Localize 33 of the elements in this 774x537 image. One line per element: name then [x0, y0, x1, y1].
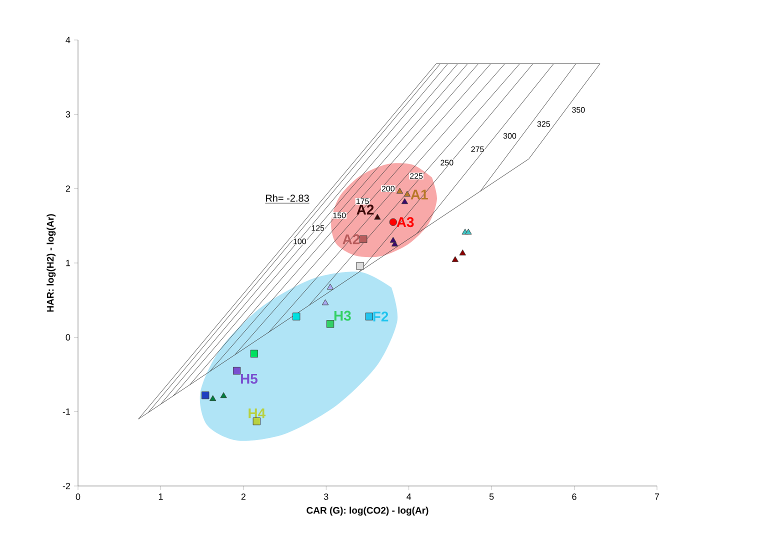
annotation: 100 [294, 238, 306, 244]
y-tick-label: -2 [62, 482, 70, 490]
x-tick-label: 5 [489, 494, 494, 500]
annotation: 300 [503, 133, 516, 139]
x-tick-label: 2 [241, 494, 246, 500]
annotation: 225 [410, 173, 423, 179]
annotation: 325 [537, 121, 550, 127]
series-label: H3 [334, 310, 351, 321]
annotation: 175 [356, 198, 369, 204]
series-label: H5 [240, 374, 258, 384]
y-tick-label: 3 [66, 111, 70, 118]
annotation: 125 [312, 225, 324, 231]
x-tick-label: 1 [158, 494, 163, 500]
annotation: 150 [333, 212, 346, 218]
annotation: 200 [382, 186, 395, 192]
x-tick-label: 3 [324, 494, 328, 500]
y-tick-label: 2 [66, 186, 70, 192]
y-tick-label: 1 [66, 260, 70, 266]
annotation: Rh= -2.83 [266, 194, 309, 202]
x-axis-title: CAR (G): log(CO2) - log(Ar) [306, 506, 428, 516]
y-axis-title: HAR: log(H2) - log(Ar) [46, 214, 56, 312]
x-tick-label: 0 [76, 494, 80, 500]
x-tick-label: 6 [572, 494, 576, 500]
series-label: F2 [373, 312, 388, 322]
annotation: 350 [572, 107, 585, 113]
x-tick-label: 4 [406, 494, 412, 500]
annotation: 250 [440, 160, 454, 166]
annotation: 275 [471, 146, 484, 152]
series-label: H4 [248, 408, 266, 418]
y-tick-label: 0 [66, 334, 70, 341]
y-tick-label: 4 [66, 36, 70, 44]
y-tick-label: -1 [62, 408, 70, 415]
x-tick-label: 7 [654, 494, 660, 500]
